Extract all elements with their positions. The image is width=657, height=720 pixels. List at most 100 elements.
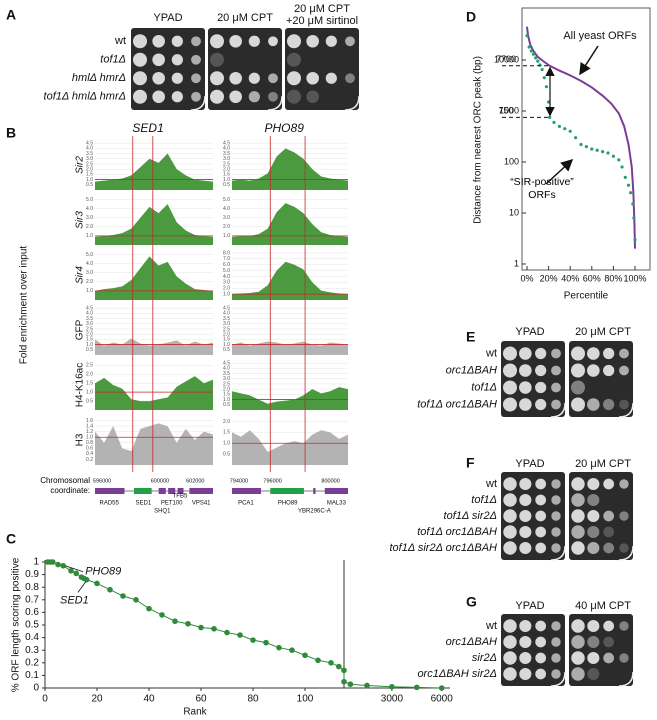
- point: [237, 632, 243, 638]
- y-tick-label: 4.5: [223, 360, 230, 366]
- gene: [95, 488, 125, 494]
- yeast-spot: [229, 34, 242, 48]
- yeast-spot: [287, 71, 301, 86]
- gene: [168, 488, 176, 494]
- plate: [569, 341, 633, 417]
- y-tick-label: 0.2: [86, 457, 93, 463]
- y-tick-label: 4.0: [86, 261, 93, 267]
- y-axis-label: Fold enrichment over input: [19, 246, 30, 365]
- panel-label: B: [6, 125, 16, 141]
- plate-edge: [267, 95, 283, 111]
- y-tick-label: 3.5: [223, 316, 230, 322]
- y-tick-label: 4.5: [223, 140, 230, 146]
- y-tick-label: 3.0: [86, 270, 93, 276]
- y-tick-label: 2.0: [223, 286, 230, 292]
- yeast-spot: [619, 479, 629, 489]
- y-tick-label: 4.5: [223, 305, 230, 311]
- yeast-spot: [535, 668, 547, 680]
- y-tick-label: 3.0: [86, 321, 93, 327]
- y-tick-label: 3.5: [86, 151, 93, 157]
- yeast-spot: [619, 348, 629, 359]
- y-tick-label: 0.5: [86, 182, 93, 188]
- y-tick-label: 1.0: [223, 291, 230, 297]
- locus-title: SED1: [132, 121, 163, 135]
- yeast-spot: [171, 91, 183, 103]
- yeast-spot: [603, 652, 615, 664]
- y-tick-label: 3.0: [223, 280, 230, 286]
- coordinate-label: 800000: [321, 478, 339, 484]
- yeast-spot: [587, 619, 600, 633]
- x-axis-label: Rank: [183, 707, 207, 718]
- y-tick-label: 4.0: [223, 311, 230, 317]
- yeast-spot: [503, 619, 517, 633]
- y-tick-label: 1.0: [223, 233, 230, 239]
- leader: [65, 565, 84, 573]
- yeast-spot: [551, 653, 561, 663]
- yeast-spot: [551, 543, 561, 553]
- point: [120, 593, 126, 599]
- yeast-spot: [519, 398, 532, 411]
- locus-title: PHO89: [265, 121, 305, 135]
- point: [172, 618, 178, 625]
- y-tick-label: 1.0: [86, 233, 93, 239]
- point: [185, 620, 191, 627]
- x-tick-label: 100%: [623, 273, 646, 283]
- y-tick-label: 3.0: [86, 215, 93, 221]
- yeast-spot: [229, 71, 242, 85]
- yeast-spot: [603, 636, 615, 648]
- gene-label: SHQ1: [154, 509, 171, 515]
- yeast-spot: [535, 652, 547, 664]
- y-tick-label: 2.0: [86, 279, 93, 285]
- yeast-spot: [603, 364, 615, 377]
- plate: [501, 341, 565, 417]
- y-tick-label: 2.0: [223, 331, 230, 337]
- yeast-spot: [133, 71, 147, 86]
- y-tick-label: 3.5: [223, 371, 230, 377]
- y-tick-label: 1.6: [86, 418, 93, 424]
- point: [617, 158, 621, 162]
- plate: [569, 614, 633, 686]
- point: [601, 149, 605, 154]
- yeast-spot: [535, 347, 547, 360]
- x-tick-label: 0: [42, 694, 48, 705]
- yeast-spot: [571, 346, 585, 361]
- point: [579, 142, 583, 147]
- yeast-spot: [535, 526, 547, 538]
- gene: [270, 488, 304, 494]
- yeast-spot: [503, 651, 517, 665]
- panel-label: C: [6, 531, 16, 547]
- yeast-spot: [587, 667, 600, 681]
- yeast-spot: [519, 477, 532, 491]
- yeast-spot: [587, 509, 600, 523]
- x-tick-label: 60%: [583, 273, 601, 283]
- point: [529, 49, 533, 53]
- yeast-spot: [248, 72, 260, 84]
- y-tick-label: 3.0: [223, 376, 230, 382]
- yeast-spot: [535, 620, 547, 632]
- plate-edge: [344, 95, 360, 111]
- panel-label: D: [466, 9, 476, 25]
- plot-frame: [521, 7, 651, 271]
- yeast-spot: [287, 34, 301, 49]
- yeast-spot: [535, 510, 547, 522]
- y-tick-label: 0.4: [86, 451, 93, 457]
- leader: [77, 581, 87, 593]
- yeast-spot: [503, 509, 517, 523]
- point: [364, 682, 370, 689]
- gene: [189, 488, 213, 494]
- yeast-spot: [571, 493, 585, 507]
- yeast-spot: [571, 651, 585, 665]
- point: [341, 667, 347, 674]
- point: [563, 127, 567, 131]
- yeast-spot: [587, 347, 600, 360]
- point: [611, 154, 616, 158]
- yeast-spot: [152, 90, 165, 104]
- plate-edge: [550, 671, 566, 687]
- point: [606, 151, 610, 155]
- gene: [324, 488, 348, 494]
- point: [263, 639, 269, 646]
- gene-label: MAL33: [327, 501, 347, 507]
- y-tick-label: 4.0: [223, 146, 230, 152]
- yeast-spot: [603, 542, 615, 554]
- plate-edge: [618, 402, 634, 418]
